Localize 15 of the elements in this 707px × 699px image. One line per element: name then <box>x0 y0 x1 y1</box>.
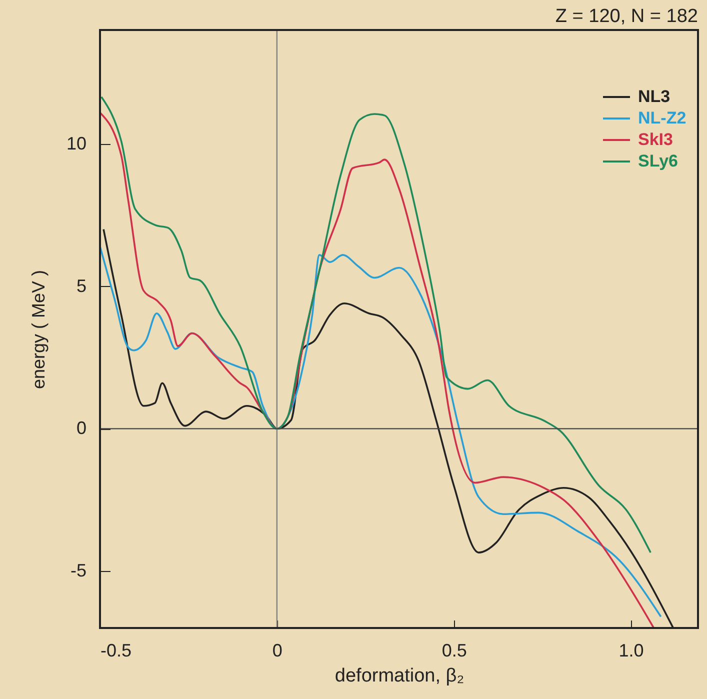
y-tick-label: -5 <box>70 560 86 581</box>
x-tick-label: 0 <box>272 640 282 660</box>
y-tick-label: 5 <box>76 276 86 296</box>
y-tick-label: 0 <box>76 418 86 438</box>
x-tick-label: 1.0 <box>618 640 644 660</box>
legend-label: NL3 <box>638 87 670 106</box>
y-axis-title: energy ( MeV ) <box>28 270 48 390</box>
legend-label: NL-Z2 <box>638 108 686 128</box>
x-tick-label: 0.5 <box>442 640 467 660</box>
legend-label: SLy6 <box>638 152 678 170</box>
y-tick-label: 10 <box>66 133 86 154</box>
text: Z = 120, N = 182 <box>555 6 698 27</box>
legend-label: SkI3 <box>638 130 673 149</box>
x-tick-label: -0.5 <box>100 640 132 660</box>
x-axis-title: deformation, β₂ <box>334 666 464 686</box>
